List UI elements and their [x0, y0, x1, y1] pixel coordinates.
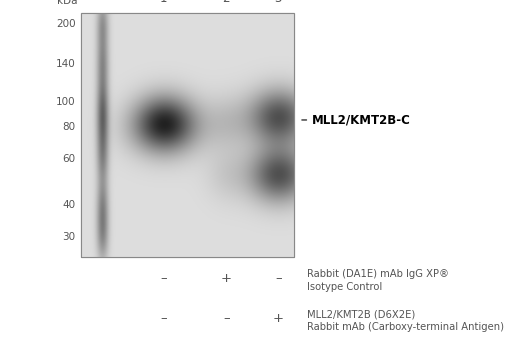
Text: MLL2/KMT2B-C: MLL2/KMT2B-C [312, 113, 411, 126]
Text: Rabbit mAb (Carboxy-terminal Antigen): Rabbit mAb (Carboxy-terminal Antigen) [307, 322, 504, 332]
Text: 80: 80 [62, 122, 75, 132]
Text: +: + [220, 272, 232, 285]
Text: Isotype Control: Isotype Control [307, 282, 382, 292]
Text: MLL2/KMT2B (D6X2E): MLL2/KMT2B (D6X2E) [307, 309, 415, 319]
Text: –: – [223, 312, 229, 325]
Text: kDa: kDa [58, 0, 78, 6]
Bar [81, 13, 294, 257]
Text: 30: 30 [62, 232, 75, 242]
Text: 60: 60 [62, 154, 75, 164]
Text: 100: 100 [56, 97, 75, 107]
Text: 40: 40 [62, 199, 75, 210]
Text: 140: 140 [56, 59, 75, 69]
Text: 3: 3 [275, 0, 282, 5]
Text: Rabbit (DA1E) mAb IgG XP®: Rabbit (DA1E) mAb IgG XP® [307, 269, 449, 279]
Text: –: – [161, 272, 167, 285]
Bar [81, 13, 294, 257]
Text: 2: 2 [223, 0, 230, 5]
Text: 1: 1 [160, 0, 167, 5]
Text: 200: 200 [56, 19, 75, 29]
Text: –: – [275, 272, 281, 285]
Text: +: + [272, 312, 284, 325]
Text: –: – [161, 312, 167, 325]
